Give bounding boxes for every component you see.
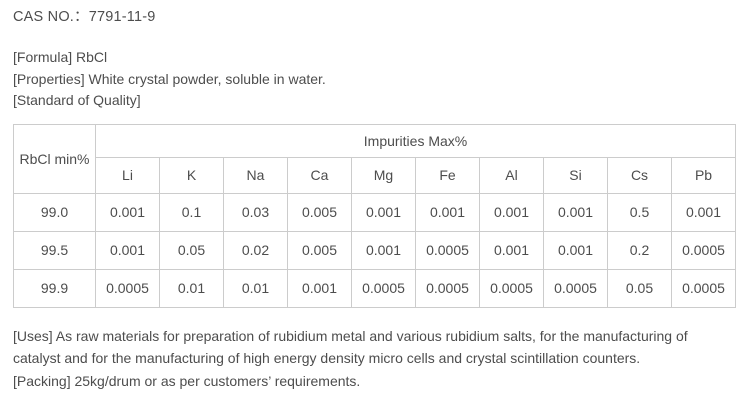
impurity-value-cell: 0.0005 (543, 268, 608, 308)
impurity-value-cell: 0.0005 (479, 268, 544, 308)
properties-line: [Properties] White crystal powder, solub… (13, 70, 326, 87)
impurity-value-cell: 0.05 (607, 268, 672, 308)
cas-number-line: CAS NO.：7791-11-9 (13, 9, 156, 25)
impurity-value-cell: 0.01 (159, 268, 224, 308)
element-column-header: Fe (415, 156, 480, 194)
impurity-value-cell: 0.02 (223, 230, 288, 270)
impurity-value-cell: 0.001 (351, 230, 416, 270)
impurity-value-cell: 0.001 (415, 192, 480, 232)
rbcl-min-header: RbCl min% (13, 123, 96, 194)
element-column-header: Pb (671, 156, 736, 194)
table-header-row-group: RbCl min% Impurities Max% (13, 123, 736, 194)
element-column-header: Na (223, 156, 288, 194)
element-column-header: Al (479, 156, 544, 194)
impurity-value-cell: 0.0005 (95, 268, 160, 308)
impurity-value-cell: 0.001 (543, 230, 608, 270)
impurities-max-header: Impurities Max% (95, 123, 736, 158)
impurity-value-cell: 0.0005 (671, 268, 736, 308)
rbcl-grade-cell: 99.5 (13, 230, 96, 270)
element-column-header: Si (543, 156, 608, 194)
impurity-value-cell: 0.0005 (351, 268, 416, 308)
impurity-value-cell: 0.001 (479, 192, 544, 232)
impurity-value-cell: 0.0005 (671, 230, 736, 270)
impurity-value-cell: 0.001 (479, 230, 544, 270)
impurity-value-cell: 0.2 (607, 230, 672, 270)
impurity-value-cell: 0.001 (95, 192, 160, 232)
impurity-value-cell: 0.005 (287, 192, 352, 232)
element-column-header: Ca (287, 156, 352, 194)
element-column-header: Mg (351, 156, 416, 194)
element-column-header: K (159, 156, 224, 194)
rbcl-grade-cell: 99.0 (13, 192, 96, 232)
impurity-value-cell: 0.1 (159, 192, 224, 232)
impurity-value-cell: 0.0005 (415, 230, 480, 270)
impurity-value-cell: 0.05 (159, 230, 224, 270)
table-header-row-elements: Li K Na Ca Mg Fe Al Si Cs Pb (14, 156, 736, 194)
impurity-value-cell: 0.001 (543, 192, 608, 232)
impurity-value-cell: 0.01 (223, 268, 288, 308)
usage-info-block: [Uses] As raw materials for preparation … (13, 325, 734, 393)
element-column-header: Cs (607, 156, 672, 194)
impurity-value-cell: 0.5 (607, 192, 672, 232)
table-row: 99.5 0.001 0.05 0.02 0.005 0.001 0.0005 … (13, 230, 736, 270)
standard-of-quality-line: [Standard of Quality] (13, 92, 141, 108)
element-column-header: Li (95, 156, 160, 194)
uses-paragraph: [Uses] As raw materials for preparation … (13, 327, 688, 367)
impurity-value-cell: 0.001 (287, 268, 352, 308)
table-row: 99.9 0.0005 0.01 0.01 0.001 0.0005 0.000… (13, 268, 736, 308)
impurities-table: RbCl min% Impurities Max% Li K Na Ca Mg … (13, 123, 736, 308)
product-spec-page: CAS NO.：7791-11-9 [Formula] RbCl [Proper… (13, 9, 736, 393)
impurity-value-cell: 0.005 (287, 230, 352, 270)
table-row: 99.0 0.001 0.1 0.03 0.005 0.001 0.001 0.… (13, 192, 736, 232)
formula-line: [Formula] RbCl (13, 49, 108, 65)
rbcl-grade-cell: 99.9 (13, 268, 96, 308)
impurity-value-cell: 0.03 (223, 192, 288, 232)
impurity-value-cell: 0.001 (95, 230, 160, 270)
impurity-value-cell: 0.0005 (415, 268, 480, 308)
impurity-value-cell: 0.001 (351, 192, 416, 232)
packing-line: [Packing] 25kg/drum or as per customers’… (13, 372, 361, 389)
product-info-block: [Formula] RbCl [Properties] White crysta… (13, 47, 734, 112)
impurity-value-cell: 0.001 (671, 192, 736, 232)
